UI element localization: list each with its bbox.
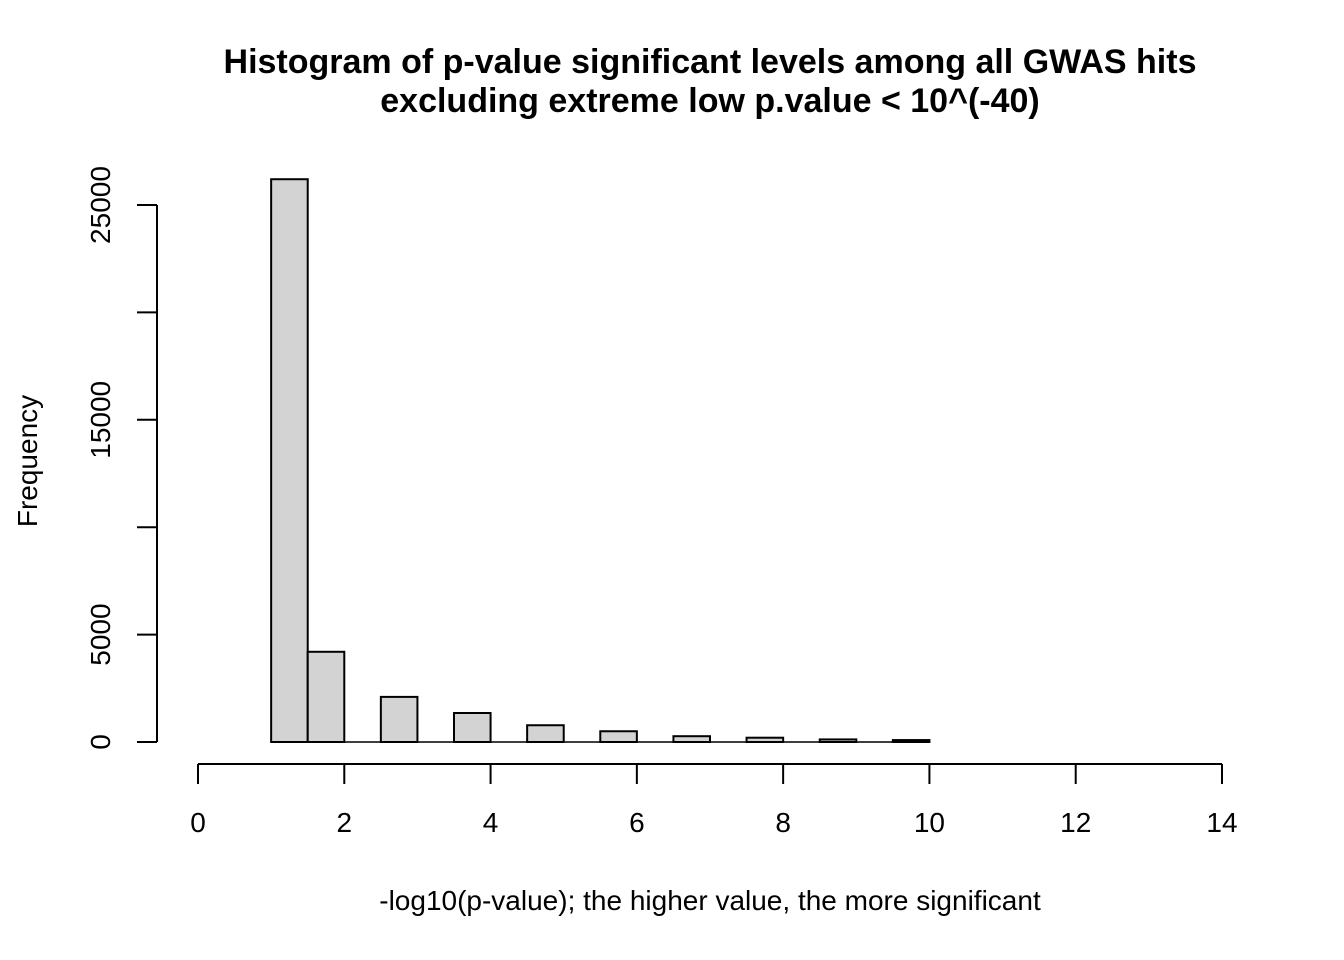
x-tick-label-6: 12 [1060, 807, 1091, 838]
y-tick-label-0: 0 [85, 734, 116, 750]
histogram-bar-7 [526, 724, 565, 744]
bars-group [270, 178, 931, 744]
x-tick-label-0: 0 [190, 807, 206, 838]
histogram-bar-15 [818, 738, 858, 744]
x-tick-label-3: 6 [629, 807, 645, 838]
x-tick-label-4: 8 [775, 807, 791, 838]
histogram-bar-1 [306, 650, 346, 743]
x-axis-label: -log10(p-value); the higher value, the m… [379, 885, 1041, 916]
y-tick-label-3: 25000 [85, 166, 116, 244]
y-axis-label: Frequency [12, 395, 43, 527]
histogram-bar-13 [745, 736, 785, 743]
x-tick-label-2: 4 [483, 807, 499, 838]
histogram-bar-0 [270, 178, 309, 743]
histogram-bar-9 [599, 730, 638, 744]
y-tick-label-1: 5000 [85, 603, 116, 665]
histogram-bar-17 [891, 739, 931, 743]
y-axis: 0 5000 15000 25000 [85, 166, 158, 750]
chart-title: Histogram of p-value significant levels … [224, 43, 1197, 81]
chart-subtitle: excluding extreme low p.value < 10^(-40) [380, 82, 1039, 120]
y-tick-label-2: 15000 [85, 381, 116, 459]
x-tick-label-7: 14 [1206, 807, 1237, 838]
x-tick-label-1: 2 [336, 807, 352, 838]
histogram-bar-5 [453, 712, 492, 744]
histogram-bar-11 [672, 735, 712, 743]
x-axis: 0 2 4 6 8 10 12 14 [190, 763, 1238, 838]
x-tick-label-5: 10 [914, 807, 945, 838]
histogram-bar-3 [379, 695, 419, 744]
